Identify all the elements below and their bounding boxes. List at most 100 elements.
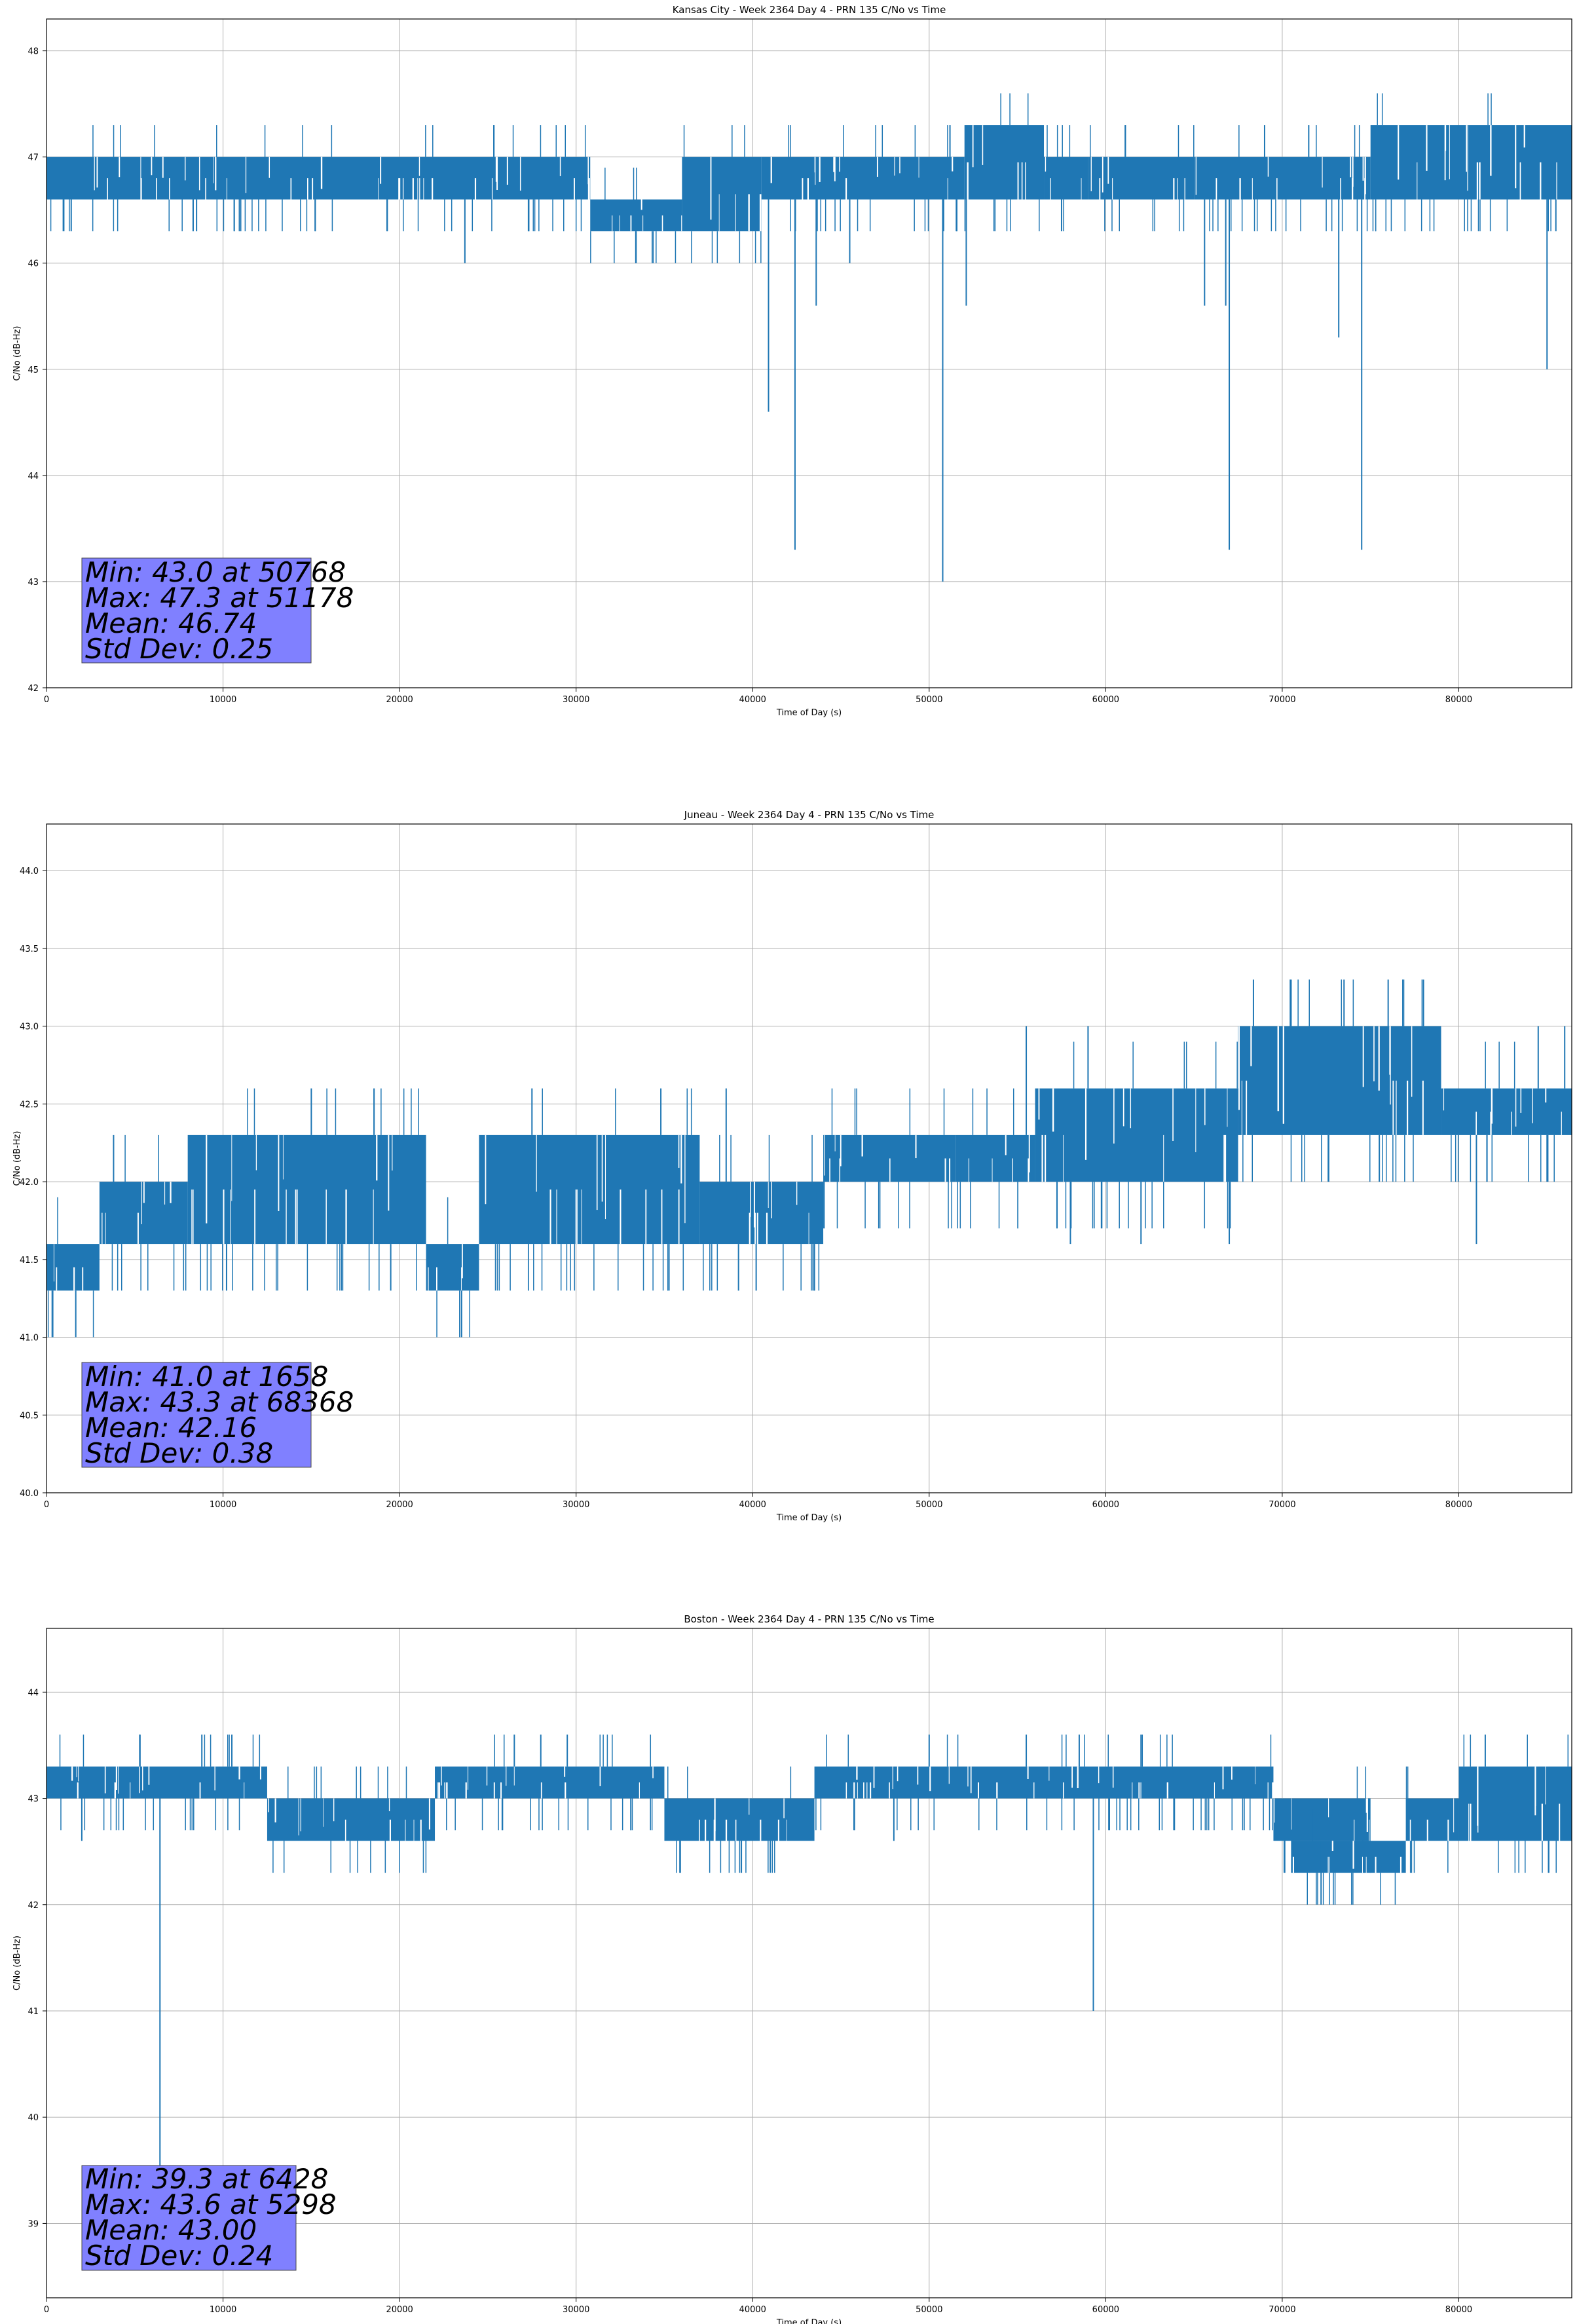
data-gap xyxy=(1541,1803,1543,1841)
data-gap xyxy=(71,1766,73,1781)
data-gap xyxy=(1534,1766,1536,1807)
data-gap xyxy=(1331,1841,1333,1851)
data-gap xyxy=(1540,162,1542,200)
x-axis-label: Time of Day (s) xyxy=(776,2318,842,2324)
data-gap xyxy=(564,1766,566,1777)
data-gap xyxy=(710,157,712,220)
data-gap xyxy=(1352,157,1354,187)
y-tick-label: 48 xyxy=(28,47,39,57)
data-gap xyxy=(1366,1798,1368,1832)
data-gap xyxy=(1215,178,1217,200)
data-gap xyxy=(1449,125,1450,179)
data-gap xyxy=(439,1782,441,1799)
data-gap xyxy=(601,1134,603,1202)
data-gap xyxy=(1246,1080,1248,1135)
stats-line: Std Dev: 0.25 xyxy=(85,633,273,665)
stats-box xyxy=(81,1362,312,1468)
data-gap xyxy=(1177,178,1178,200)
data-gap xyxy=(380,157,382,184)
data-gap xyxy=(269,157,270,178)
data-gap xyxy=(1112,178,1113,200)
data-gap xyxy=(661,1189,663,1245)
data-gap xyxy=(833,157,835,172)
data-gap xyxy=(766,1212,768,1245)
y-tick-label: 42.0 xyxy=(20,1178,39,1188)
data-gap xyxy=(1138,1782,1140,1799)
data-gap xyxy=(929,1766,931,1791)
y-tick-label: 46 xyxy=(28,259,39,269)
data-gap xyxy=(1466,125,1468,172)
data-gap xyxy=(1364,157,1366,195)
data-gap xyxy=(1453,1798,1455,1833)
data-gap xyxy=(1172,1088,1174,1141)
data-gap xyxy=(1545,1766,1546,1805)
data-gap xyxy=(73,1267,75,1291)
data-gap xyxy=(630,215,632,232)
data-gap xyxy=(1107,157,1109,184)
data-gap xyxy=(1238,1026,1240,1110)
data-gap xyxy=(640,199,642,210)
data-gap xyxy=(388,1798,390,1812)
x-tick-label: 30000 xyxy=(563,1500,589,1510)
data-gap xyxy=(1077,1766,1079,1788)
data-gap xyxy=(117,1766,119,1794)
data-gap xyxy=(1515,1088,1517,1127)
data-band xyxy=(955,1134,1035,1182)
data-gap xyxy=(259,1766,261,1780)
x-tick-label: 20000 xyxy=(386,695,413,705)
y-tick-label: 44.0 xyxy=(20,867,39,876)
data-gap xyxy=(268,1798,269,1812)
data-gap xyxy=(1477,1766,1479,1833)
data-gap xyxy=(1045,157,1047,172)
data-band xyxy=(435,1766,665,1799)
data-band xyxy=(1370,125,1572,200)
y-tick-label: 40.5 xyxy=(20,1411,39,1421)
data-gap xyxy=(378,178,379,200)
data-gap xyxy=(496,157,498,191)
data-gap xyxy=(1365,1798,1367,1813)
chart-title: Juneau - Week 2364 Day 4 - PRN 135 C/No … xyxy=(684,809,935,821)
data-gap xyxy=(678,1134,680,1168)
data-gap xyxy=(170,1182,172,1203)
data-band xyxy=(1238,1026,1441,1135)
stats-line: Max: 43.3 at 68368 xyxy=(85,1386,354,1418)
data-gap xyxy=(1052,1088,1054,1132)
data-gap xyxy=(1227,1088,1228,1127)
data-gap xyxy=(1090,157,1092,192)
data-gap xyxy=(753,1182,755,1228)
data-gap xyxy=(565,1782,566,1799)
data-gap xyxy=(1475,1112,1477,1135)
data-gap xyxy=(899,157,900,174)
x-tick-label: 50000 xyxy=(916,2305,942,2315)
data-gap xyxy=(917,1766,919,1785)
data-band xyxy=(590,199,682,232)
data-gap xyxy=(735,194,736,232)
data-gap xyxy=(1467,125,1468,191)
data-gap xyxy=(1511,1112,1512,1135)
data-gap xyxy=(1443,1088,1445,1111)
data-gap xyxy=(599,1766,601,1786)
data-gap xyxy=(513,1766,515,1786)
data-gap xyxy=(1166,1782,1169,1799)
data-gap xyxy=(1062,1782,1064,1799)
data-gap xyxy=(444,1782,445,1799)
data-gap xyxy=(255,1134,257,1171)
data-gap xyxy=(894,157,895,176)
data-gap xyxy=(333,1798,335,1822)
data-gap xyxy=(105,1212,106,1245)
data-gap xyxy=(320,157,323,189)
y-tick-label: 44 xyxy=(28,472,39,481)
data-gap xyxy=(749,1212,751,1245)
x-tick-label: 80000 xyxy=(1445,2305,1472,2315)
data-gap xyxy=(78,1766,79,1782)
x-tick-label: 70000 xyxy=(1269,695,1295,705)
data-gap xyxy=(417,178,418,200)
data-gap xyxy=(274,1798,276,1823)
data-gap xyxy=(1561,1112,1562,1135)
data-gap xyxy=(1282,1026,1284,1124)
data-gap xyxy=(500,1782,502,1799)
data-gap xyxy=(114,1782,116,1799)
data-band xyxy=(1044,157,1088,200)
data-gap xyxy=(1490,125,1492,176)
x-tick-label: 60000 xyxy=(1092,695,1119,705)
